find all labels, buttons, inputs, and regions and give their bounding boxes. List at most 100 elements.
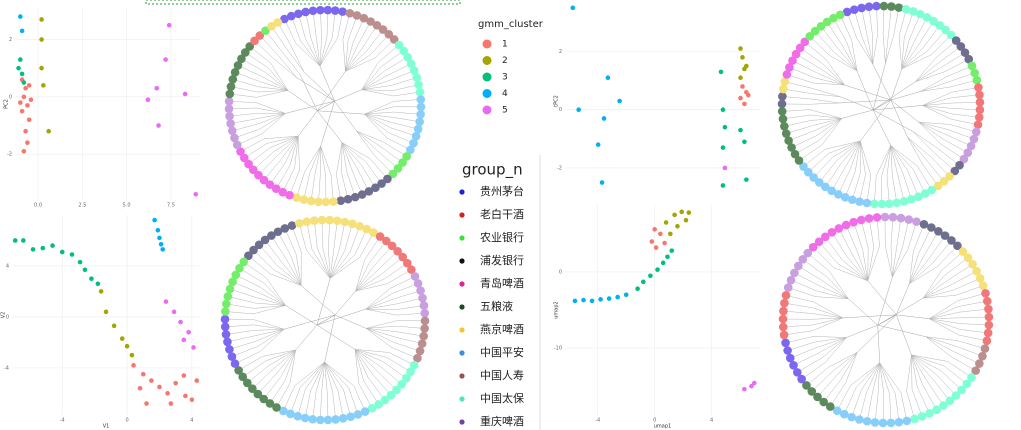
dendro-branch xyxy=(246,263,286,306)
point xyxy=(740,84,745,89)
dendro-branch xyxy=(841,18,858,72)
point xyxy=(660,260,666,266)
dendro-leaf xyxy=(235,263,244,273)
point xyxy=(18,14,23,19)
dendro-branch xyxy=(907,136,948,174)
dendro-leaf xyxy=(957,385,966,395)
dendro-branch xyxy=(809,352,858,384)
dendro-leaf xyxy=(785,63,794,72)
dendro-leaf xyxy=(791,49,801,59)
dendro-leaf xyxy=(323,5,333,15)
dendro-leaf xyxy=(336,196,346,205)
dendro-branch xyxy=(855,13,874,65)
dendro-branch xyxy=(885,11,899,64)
dendro-leaf xyxy=(878,418,888,428)
dendro-leaf xyxy=(237,54,246,64)
dendro-leaf xyxy=(984,312,994,322)
dendro-branch xyxy=(861,223,869,281)
dendro-leaf xyxy=(250,36,259,46)
dendro-branch xyxy=(279,235,302,286)
dendro-branch xyxy=(354,349,371,405)
dendro-leaf xyxy=(780,77,790,86)
point xyxy=(672,212,677,218)
point xyxy=(137,385,143,391)
dendro-branch xyxy=(364,113,415,129)
dendro-branch xyxy=(825,352,858,399)
dendro-leaf xyxy=(929,16,938,26)
dendro-leaf xyxy=(955,160,964,170)
dendro-leaf xyxy=(306,196,316,206)
dendro-branch xyxy=(296,77,335,102)
dendro-branch xyxy=(923,279,977,299)
dendro-branch xyxy=(354,349,377,402)
dendro-leaf xyxy=(387,241,397,251)
legend-swatch xyxy=(482,105,492,115)
point xyxy=(166,22,172,28)
dendro-leaf xyxy=(353,410,363,419)
dendro-leaf xyxy=(340,217,350,227)
dendro-branch xyxy=(909,234,937,284)
x-tick-label: 7.5 xyxy=(167,203,175,209)
dendro-leaf xyxy=(249,245,258,255)
dendro-leaf xyxy=(223,337,232,347)
dendro-leaf xyxy=(785,353,795,363)
dendro-leaf xyxy=(253,389,263,399)
dendro-branch xyxy=(848,15,874,65)
point xyxy=(95,281,101,287)
dendro-leaf xyxy=(922,13,932,22)
point xyxy=(683,217,689,223)
dendro-leaf xyxy=(409,360,419,370)
dendro-branch xyxy=(918,121,973,132)
point xyxy=(18,100,23,105)
x-tick-label: -4 xyxy=(60,418,65,424)
dendro-branch xyxy=(915,48,958,82)
dendro-branch xyxy=(238,73,288,91)
point xyxy=(111,323,117,329)
point xyxy=(742,101,747,107)
dendro-leaf xyxy=(857,3,866,13)
dendro-leaf xyxy=(406,59,416,69)
dendro-branch xyxy=(356,130,404,155)
legend-label: 浦发银行 xyxy=(480,253,524,267)
dendro-leaf xyxy=(794,156,804,165)
dendro-leaf xyxy=(971,127,981,137)
dendro-leaf xyxy=(413,279,423,288)
point xyxy=(119,336,125,341)
dendro-branch xyxy=(345,42,392,72)
dendro-leaf xyxy=(369,228,378,237)
point xyxy=(746,92,751,98)
dendro-leaf xyxy=(794,261,803,271)
dendro-leaf xyxy=(325,215,334,225)
dendro-branch xyxy=(846,141,861,194)
dendro-leaf xyxy=(375,232,385,241)
dendro-leaf xyxy=(779,330,789,340)
dendro-branch xyxy=(920,80,974,92)
dendro-leaf xyxy=(413,353,422,363)
dendro-branch xyxy=(234,87,288,93)
dendro-branch xyxy=(920,73,971,92)
dendro-branch xyxy=(238,113,286,137)
dendro-branch xyxy=(844,84,891,101)
dendro-branch xyxy=(334,314,367,329)
dendro-branch xyxy=(923,266,970,299)
dendro-branch xyxy=(366,325,421,329)
dendro-branch xyxy=(840,231,868,281)
dendro-branch xyxy=(361,78,413,90)
dendro-leaf xyxy=(778,322,788,332)
dendro-branch xyxy=(261,247,302,286)
y-axis-label: PC2 xyxy=(4,99,10,109)
dendro-leaf xyxy=(359,13,369,23)
dendro-leaf xyxy=(399,46,408,56)
dendro-branch xyxy=(805,261,849,299)
dendro-branch xyxy=(911,354,969,376)
legend-label: 青岛啤酒 xyxy=(480,276,524,290)
point xyxy=(738,46,743,51)
dendro-branch xyxy=(854,225,868,281)
dendro-branch xyxy=(817,33,858,72)
dendro-branch xyxy=(911,354,929,410)
dendro-leaf xyxy=(329,197,338,206)
legend-label: 中国太保 xyxy=(480,391,524,405)
dendro-branch xyxy=(231,297,286,306)
dendro-leaf xyxy=(331,415,340,424)
